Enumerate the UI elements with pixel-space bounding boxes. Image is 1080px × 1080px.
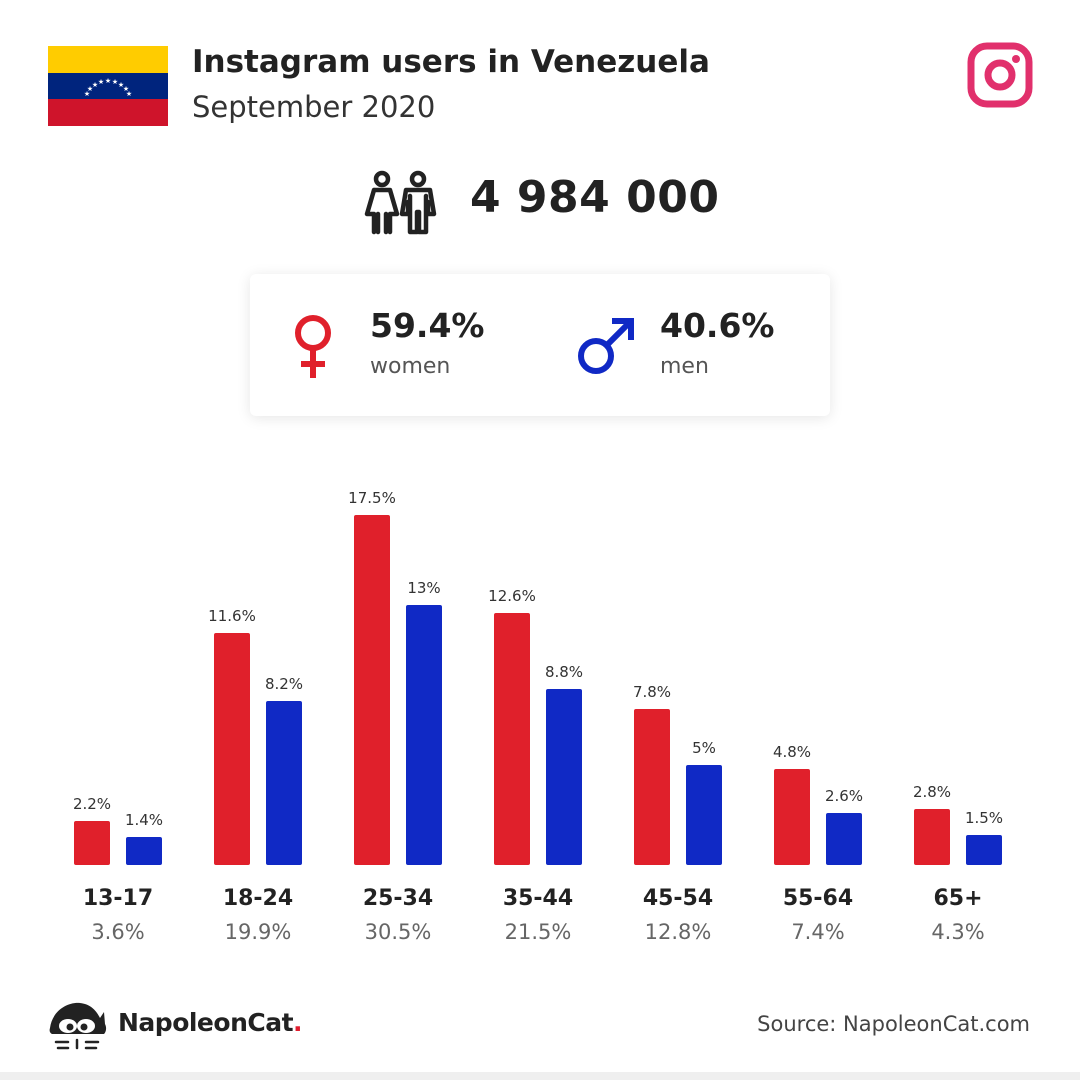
male-symbol-icon — [578, 318, 634, 374]
category-tick-label: 18-24 — [223, 886, 293, 911]
bar-women-55-64 — [774, 769, 810, 865]
bar-value-label: 12.6% — [488, 587, 536, 605]
svg-text:★: ★ — [98, 78, 104, 86]
brand-name-text: NapoleonCat — [118, 1008, 294, 1037]
bar-value-label: 8.2% — [265, 675, 303, 693]
svg-text:★: ★ — [112, 78, 118, 86]
bar-value-label: 1.4% — [125, 811, 163, 829]
category-total-label: 4.3% — [931, 920, 984, 944]
brand-dot: . — [293, 1008, 303, 1037]
svg-text:★: ★ — [126, 90, 132, 98]
men-percentage: 40.6% — [660, 306, 775, 345]
bar-women-25-34 — [354, 515, 390, 865]
bar-value-label: 2.2% — [73, 795, 111, 813]
bar-men-55-64 — [826, 813, 862, 865]
gender-split-card: 59.4% women 40.6% men — [250, 274, 830, 416]
bar-women-45-54 — [634, 709, 670, 865]
bar-value-label: 11.6% — [208, 607, 256, 625]
category-total-label: 3.6% — [91, 920, 144, 944]
category-tick-label: 45-54 — [643, 886, 713, 911]
bar-value-label: 2.8% — [913, 783, 951, 801]
instagram-icon — [967, 42, 1033, 108]
bar-women-65+ — [914, 809, 950, 865]
women-percentage: 59.4% — [370, 306, 485, 345]
svg-text:★: ★ — [87, 85, 93, 93]
bar-value-label: 17.5% — [348, 489, 396, 507]
page-subtitle: September 2020 — [192, 90, 436, 124]
bar-value-label: 8.8% — [545, 663, 583, 681]
bar-women-35-44 — [494, 613, 530, 865]
bar-men-65+ — [966, 835, 1002, 865]
category-total-label: 19.9% — [225, 920, 292, 944]
svg-text:★: ★ — [92, 81, 98, 89]
age-gender-bar-chart: 2.2% 1.4% 13-17 3.6% 11.6% 8.2% 18-24 19.9% 17.5… — [73, 489, 1003, 944]
category-total-label: 30.5% — [365, 920, 432, 944]
brand-name: NapoleonCat. — [118, 1008, 303, 1037]
bar-value-label: 5% — [692, 739, 716, 757]
category-total-label: 12.8% — [645, 920, 712, 944]
page-title: Instagram users in Venezuela — [192, 44, 710, 80]
svg-text:★: ★ — [123, 85, 129, 93]
bar-men-18-24 — [266, 701, 302, 865]
bar-men-13-17 — [126, 837, 162, 865]
bar-men-45-54 — [686, 765, 722, 865]
bottom-strip — [0, 1072, 1080, 1080]
bar-value-label: 2.6% — [825, 787, 863, 805]
women-label: women — [370, 354, 451, 379]
bar-value-label: 7.8% — [633, 683, 671, 701]
svg-text:★: ★ — [105, 77, 111, 85]
svg-text:★: ★ — [118, 81, 124, 89]
bar-value-label: 1.5% — [965, 809, 1003, 827]
men-label: men — [660, 354, 709, 379]
source-text: Source: NapoleonCat.com — [757, 1012, 1030, 1036]
bar-value-label: 13% — [407, 579, 440, 597]
people-icon — [364, 170, 437, 235]
napoleoncat-logo-icon — [49, 1002, 107, 1050]
bar-men-35-44 — [546, 689, 582, 865]
bar-women-18-24 — [214, 633, 250, 865]
total-users-value: 4 984 000 — [470, 172, 720, 223]
bar-men-25-34 — [406, 605, 442, 865]
venezuela-flag-icon: ★ ★ ★ ★ ★ ★ ★ ★ ★ — [48, 46, 168, 126]
category-tick-label: 65+ — [933, 886, 982, 911]
category-tick-label: 35-44 — [503, 886, 573, 911]
category-total-label: 7.4% — [791, 920, 844, 944]
female-symbol-icon — [295, 315, 331, 378]
svg-text:★: ★ — [84, 90, 90, 98]
category-tick-label: 13-17 — [83, 886, 153, 911]
category-total-label: 21.5% — [505, 920, 572, 944]
bar-value-label: 4.8% — [773, 743, 811, 761]
category-tick-label: 25-34 — [363, 886, 433, 911]
bar-women-13-17 — [74, 821, 110, 865]
category-tick-label: 55-64 — [783, 886, 853, 911]
